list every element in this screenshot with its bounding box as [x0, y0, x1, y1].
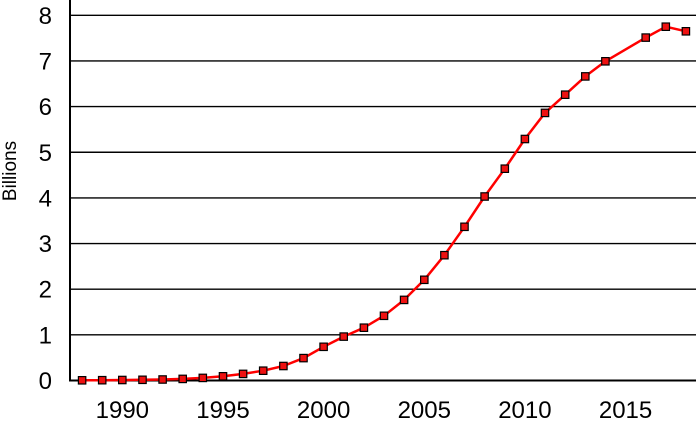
data-point-2002 [359, 323, 369, 333]
data-point-2008 [480, 192, 489, 201]
data-point-1995 [218, 372, 228, 381]
x-tick-label-2010: 2010 [498, 397, 551, 424]
data-point-2017 [661, 22, 671, 32]
data-point-2000 [319, 342, 328, 352]
data-point-2018 [681, 27, 691, 36]
data-point-2016 [641, 33, 651, 42]
data-point-1994 [198, 373, 208, 383]
data-point-1989 [97, 375, 107, 385]
data-point-1990 [117, 375, 127, 385]
y-tick-label-6: 6 [39, 94, 52, 121]
data-series [77, 22, 691, 385]
data-point-2012 [560, 90, 570, 100]
data-point-2010 [520, 134, 530, 144]
y-tick-label-2: 2 [39, 277, 52, 304]
data-point-2007 [460, 222, 469, 232]
y-tick-label-1: 1 [39, 322, 52, 349]
y-tick-label-8: 8 [39, 3, 52, 30]
y-tick-label-4: 4 [39, 185, 52, 212]
x-tick-label-2000: 2000 [297, 397, 350, 424]
y-axis-title: Billions [0, 141, 21, 201]
data-point-2006 [440, 250, 449, 260]
y-tick-label-5: 5 [39, 140, 52, 167]
x-tick-labels: 1990 1995 2000 2005 2010 2015 [96, 397, 653, 424]
data-point-1999 [299, 353, 308, 363]
data-line [80, 25, 688, 382]
data-point-2001 [339, 332, 349, 341]
x-tick-label-1995: 1995 [196, 397, 249, 424]
y-tick-label-0: 0 [39, 368, 52, 395]
x-tick-label-2005: 2005 [398, 397, 451, 424]
gridlines [70, 14, 696, 336]
data-point-1998 [279, 361, 288, 371]
data-point-2009 [500, 164, 510, 174]
axes [69, 0, 696, 382]
data-point-1996 [238, 369, 248, 379]
x-tick-label-2015: 2015 [599, 397, 652, 424]
data-point-1991 [138, 375, 147, 385]
data-point-2003 [379, 311, 389, 321]
data-point-1993 [178, 374, 188, 384]
y-tick-label-7: 7 [39, 48, 52, 75]
data-point-1992 [158, 375, 167, 384]
x-tick-label-1990: 1990 [96, 397, 149, 424]
y-tick-labels: 0 1 2 3 4 5 6 7 8 [39, 3, 52, 395]
data-point-2011 [540, 108, 550, 118]
data-point-2004 [399, 295, 409, 305]
data-point-2013 [580, 72, 590, 81]
data-point-2005 [420, 275, 429, 285]
data-point-1988 [77, 376, 87, 385]
data-point-1997 [258, 366, 268, 376]
data-point-2014 [601, 56, 610, 66]
y-tick-label-3: 3 [39, 231, 52, 258]
